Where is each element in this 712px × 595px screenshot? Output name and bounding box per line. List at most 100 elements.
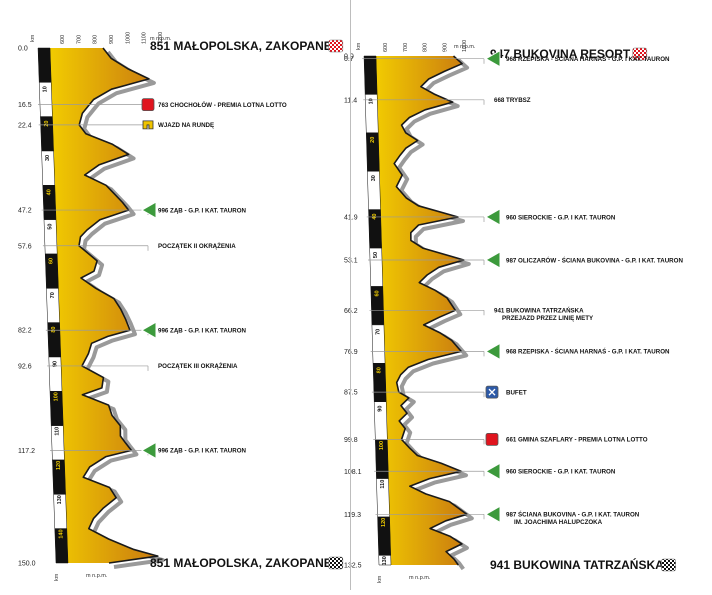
waypoint-label: 996 ZĄB - G.P. I KAT. TAURON — [158, 328, 247, 335]
profile-line — [393, 55, 468, 566]
km-axis-marker: 20 — [370, 137, 376, 143]
km-axis-marker: 60 — [374, 290, 380, 296]
waypoint-label: 941 BUKOWINA TATRZAŃSKA — [494, 307, 584, 315]
waypoint-label: 968 RZEPISKA - ŚCIANA HARNAŚ - G.P. I KA… — [506, 349, 670, 356]
waypoint-label: 996 ZĄB - G.P. I KAT. TAURON — [158, 207, 247, 214]
finish-km: 150.0 — [18, 561, 36, 568]
km-axis-marker: 70 — [50, 292, 56, 298]
waypoint-km: 16.5 — [18, 102, 32, 109]
start-km: 0.0 — [344, 54, 354, 61]
waypoint-km: 47.2 — [18, 208, 32, 215]
km-axis-marker: 100 — [54, 392, 60, 401]
feed-zone-icon-cross — [488, 388, 496, 396]
altitude-tick-label: 700 — [403, 43, 409, 52]
waypoint-km: 92.6 — [18, 363, 32, 370]
waypoint-label-second-line: PRZEJAZD PRZEZ LINIĘ METY — [502, 315, 594, 322]
waypoint-km: 119.3 — [344, 512, 361, 519]
finish-flag-icon — [661, 558, 676, 572]
waypoint-label: WJAZD NA RUNDĘ — [158, 122, 214, 129]
altitude-tick-label: 1100 — [142, 32, 148, 44]
km-axis-marker: 10 — [369, 98, 375, 104]
finish-km: 132.5 — [344, 563, 362, 570]
round-entry-icon — [142, 120, 154, 130]
waypoint-km: 82.2 — [18, 328, 32, 335]
altitude-axis-label-bottom: m n.p.m. — [86, 573, 108, 579]
km-axis-marker: 30 — [371, 175, 377, 181]
altitude-tick-label: 800 — [93, 35, 99, 44]
km-axis-marker: 60 — [49, 258, 55, 264]
profile-line — [78, 47, 159, 564]
km-axis-marker: 120 — [381, 518, 387, 527]
km-axis-marker: 70 — [375, 329, 381, 335]
altitude-tick-label: 1200 — [158, 32, 164, 44]
altitude-tick-label: 900 — [442, 43, 448, 52]
km-axis-marker: 130 — [57, 495, 63, 504]
km-axis-segment — [363, 55, 378, 95]
waypoint-label-second-line: IM. JOACHIMA HALUPCZOKA — [514, 519, 603, 526]
km-axis-marker: 80 — [377, 367, 383, 373]
mountain-prize-icon — [484, 342, 501, 361]
waypoint-label: 661 GMINA SZAFLARY - PREMIA LOTNA LOTTO — [506, 437, 648, 444]
waypoint-km: 57.6 — [18, 243, 32, 250]
km-axis-marker: 110 — [55, 427, 61, 436]
waypoint-km: 0.7 — [344, 56, 354, 63]
start-flag-icon — [328, 39, 344, 53]
km-axis-marker: 140 — [58, 529, 64, 538]
waypoint-label: POCZĄTEK III OKRĄŻENIA — [158, 363, 238, 370]
waypoint-label: BUFET — [506, 389, 527, 396]
waypoint-km: 117.2 — [18, 448, 35, 455]
km-axis-marker: 80 — [51, 327, 57, 333]
km-axis-segment — [37, 47, 52, 83]
altitude-tick-label: 900 — [109, 35, 115, 44]
waypoint-label: 987 ŚCIANA BUKOVINA - G.P. I KAT. TAURON — [506, 512, 640, 519]
panel-divider — [350, 0, 351, 590]
km-axis-label: km — [356, 42, 362, 50]
km-axis-marker: 100 — [379, 441, 385, 450]
altitude-axis-label: m n.p.m. — [454, 44, 476, 50]
altitude-axis-label: m n.p.m. — [150, 36, 172, 42]
altitude-axis-label-bottom: m n.p.m. — [409, 575, 431, 581]
altitude-tick-label: 800 — [423, 43, 429, 52]
km-axis-label-bottom: km — [377, 575, 383, 583]
km-axis-marker: 30 — [45, 155, 51, 161]
waypoint-label: POCZĄTEK II OKRĄŻENIA — [158, 243, 236, 250]
altitude-tick-label: 1000 — [462, 40, 468, 52]
waypoint-label: 968 RZEPISKA - ŚCIANA HARNAŚ - G.P. I KA… — [506, 56, 670, 63]
km-axis-marker: 50 — [48, 224, 54, 230]
km-axis-marker: 50 — [373, 252, 379, 258]
start-title: 947 BUKOVINA RESORT — [490, 47, 631, 61]
km-axis-marker: 120 — [56, 461, 62, 470]
mountain-prize-icon — [484, 505, 501, 524]
altitude-tick-label: 1000 — [125, 32, 131, 44]
profile-area — [44, 48, 158, 563]
km-axis-marker: 20 — [44, 121, 50, 127]
mountain-prize-icon — [140, 441, 157, 460]
mountain-prize-icon — [484, 251, 501, 269]
waypoint-label: 996 ZĄB - G.P. I KAT. TAURON — [158, 448, 247, 455]
mountain-prize-icon — [484, 208, 501, 226]
finish-flag-icon — [328, 556, 344, 570]
km-axis-marker: 90 — [52, 361, 58, 367]
altitude-tick-label: 600 — [60, 35, 66, 44]
km-axis-segment — [54, 528, 69, 564]
mountain-prize-icon — [484, 49, 501, 68]
altitude-tick-label: 600 — [383, 43, 389, 52]
mountain-prize-icon — [140, 321, 157, 340]
start-km: 0.0 — [18, 46, 28, 53]
sprint-prize-icon — [141, 98, 155, 112]
km-axis-marker: 90 — [378, 406, 384, 412]
waypoint-km: 108.1 — [344, 469, 362, 476]
km-axis-label-bottom: km — [54, 573, 60, 581]
finish-title: 851 MAŁOPOLSKA, ZAKOPANE — [150, 556, 332, 570]
waypoint-km: 22.4 — [18, 122, 32, 129]
waypoint-label: 960 SIEROCKIE - G.P. I KAT. TAURON — [506, 469, 616, 476]
waypoint-label: 668 TRYBSZ — [494, 97, 531, 104]
km-axis-marker: 40 — [46, 189, 52, 195]
km-axis-marker: 10 — [43, 86, 49, 92]
km-axis-label: km — [30, 34, 36, 42]
finish-title: 941 BUKOWINA TATRZAŃSKA — [490, 557, 664, 572]
